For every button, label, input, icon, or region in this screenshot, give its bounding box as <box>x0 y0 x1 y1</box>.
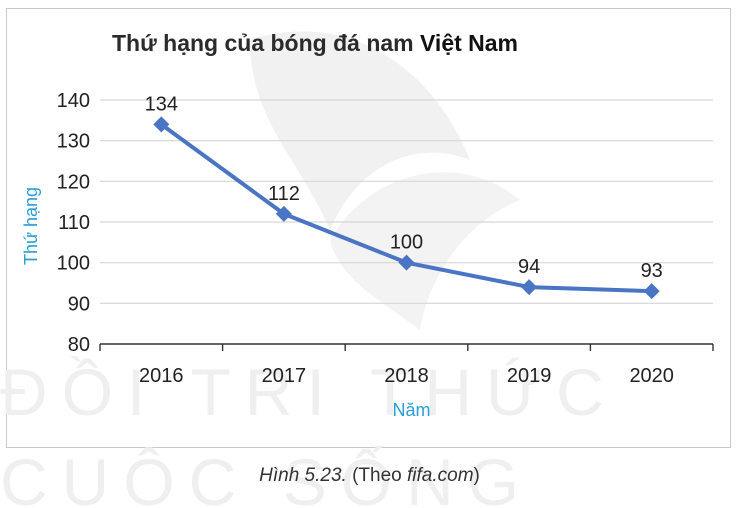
x-tick-label: 2018 <box>384 365 429 387</box>
data-point-marker <box>398 254 415 271</box>
y-tick-label: 90 <box>68 293 90 315</box>
y-tick-label: 80 <box>68 334 90 356</box>
y-tick-label: 100 <box>57 253 90 275</box>
caption-source: fifa.com <box>407 465 474 486</box>
y-tick-label: 130 <box>57 131 90 153</box>
caption-source-close: ) <box>473 465 480 486</box>
data-point-marker <box>275 205 292 222</box>
data-label: 100 <box>390 232 423 254</box>
x-tick-label: 2020 <box>629 365 674 387</box>
chart-title: Thứ hạng của bóng đá nam Việt Nam <box>112 30 518 57</box>
y-tick-label: 120 <box>57 171 90 193</box>
data-label: 112 <box>268 183 300 205</box>
y-tick-label: 140 <box>57 90 90 112</box>
chart-title-emphasis: Việt Nam <box>420 30 519 56</box>
figure-caption: Hình 5.23. (Theo fifa.com) <box>0 465 739 487</box>
x-tick-label: 2016 <box>139 365 184 387</box>
data-label: 94 <box>518 256 540 278</box>
y-tick-label: 110 <box>58 212 90 234</box>
y-axis-label: Thứ hạng <box>21 187 41 265</box>
caption-source-open: (Theo <box>346 465 407 486</box>
chart-title-main: Thứ hạng của bóng đá nam <box>112 30 420 56</box>
data-label: 93 <box>641 260 663 282</box>
x-tick-label: 2019 <box>507 365 552 387</box>
data-point-marker <box>521 279 538 296</box>
data-point-marker <box>153 116 170 133</box>
x-axis-label: Năm <box>392 400 430 420</box>
figure-label: Hình 5.23. <box>259 465 347 486</box>
x-tick-label: 2017 <box>262 365 307 387</box>
data-point-marker <box>643 283 660 300</box>
data-label: 134 <box>145 93 178 115</box>
